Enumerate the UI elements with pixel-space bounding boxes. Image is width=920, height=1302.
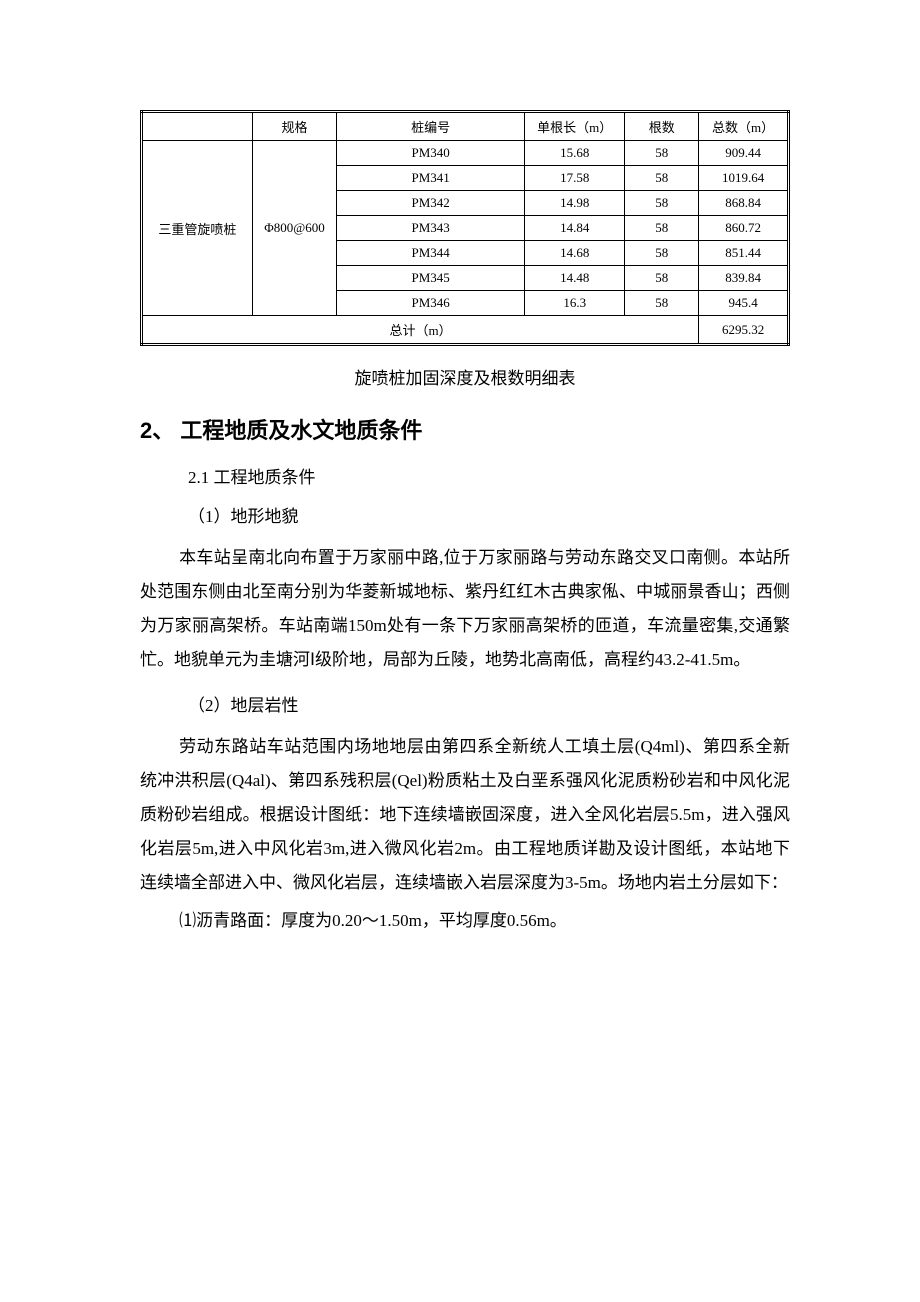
footer-label: 总计（m） bbox=[142, 316, 699, 345]
cell-len: 14.98 bbox=[525, 191, 625, 216]
subsection-2: （2）地层岩性 bbox=[188, 691, 790, 716]
header-count: 根数 bbox=[625, 112, 699, 141]
cell-total: 839.84 bbox=[699, 266, 789, 291]
paragraph-asphalt: ⑴沥青路面：厚度为0.20～1.50m，平均厚度0.56m。 bbox=[140, 904, 790, 938]
cell-count: 58 bbox=[625, 266, 699, 291]
subsection-2-1: 2.1 工程地质条件 bbox=[188, 463, 790, 488]
cell-id: PM340 bbox=[337, 141, 525, 166]
cell-count: 58 bbox=[625, 191, 699, 216]
cell-total: 868.84 bbox=[699, 191, 789, 216]
footer-total: 6295.32 bbox=[699, 316, 789, 345]
blank-cell bbox=[142, 112, 253, 141]
cell-len: 15.68 bbox=[525, 141, 625, 166]
cell-len: 14.84 bbox=[525, 216, 625, 241]
spec-cell: Φ800@600 bbox=[252, 141, 336, 316]
cell-count: 58 bbox=[625, 291, 699, 316]
cell-len: 14.68 bbox=[525, 241, 625, 266]
cell-total: 945.4 bbox=[699, 291, 789, 316]
cell-total: 851.44 bbox=[699, 241, 789, 266]
subsection-1: （1）地形地貌 bbox=[188, 502, 790, 527]
cell-total: 909.44 bbox=[699, 141, 789, 166]
header-spec: 规格 bbox=[252, 112, 336, 141]
header-len: 单根长（m） bbox=[525, 112, 625, 141]
document-page: 规格 桩编号 单根长（m） 根数 总数（m） 三重管旋喷桩 Φ800@600 P… bbox=[0, 0, 920, 1002]
cell-count: 58 bbox=[625, 166, 699, 191]
cell-id: PM341 bbox=[337, 166, 525, 191]
cell-total: 860.72 bbox=[699, 216, 789, 241]
cell-len: 14.48 bbox=[525, 266, 625, 291]
row-label: 三重管旋喷桩 bbox=[142, 141, 253, 316]
cell-len: 17.58 bbox=[525, 166, 625, 191]
pile-table: 规格 桩编号 单根长（m） 根数 总数（m） 三重管旋喷桩 Φ800@600 P… bbox=[140, 110, 790, 346]
section-heading: 2、 工程地质及水文地质条件 bbox=[140, 413, 790, 445]
table-caption: 旋喷桩加固深度及根数明细表 bbox=[140, 364, 790, 389]
cell-count: 58 bbox=[625, 141, 699, 166]
cell-count: 58 bbox=[625, 216, 699, 241]
paragraph-strata: 劳动东路站车站范围内场地地层由第四系全新统人工填土层(Q4ml)、第四系全新统冲… bbox=[140, 730, 790, 900]
cell-count: 58 bbox=[625, 241, 699, 266]
cell-id: PM345 bbox=[337, 266, 525, 291]
cell-total: 1019.64 bbox=[699, 166, 789, 191]
cell-id: PM346 bbox=[337, 291, 525, 316]
cell-id: PM343 bbox=[337, 216, 525, 241]
header-id: 桩编号 bbox=[337, 112, 525, 141]
cell-id: PM342 bbox=[337, 191, 525, 216]
paragraph-terrain: 本车站呈南北向布置于万家丽中路,位于万家丽路与劳动东路交叉口南侧。本站所处范围东… bbox=[140, 541, 790, 677]
cell-id: PM344 bbox=[337, 241, 525, 266]
cell-len: 16.3 bbox=[525, 291, 625, 316]
header-total: 总数（m） bbox=[699, 112, 789, 141]
